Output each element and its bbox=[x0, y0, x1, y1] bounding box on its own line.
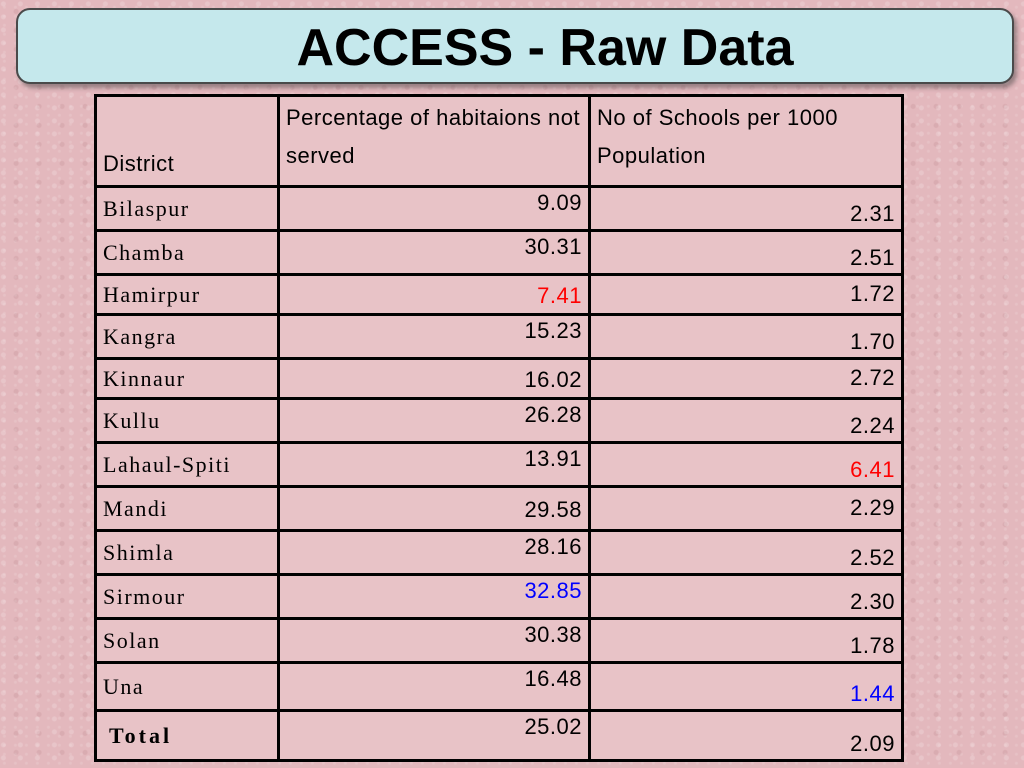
total-label: Total bbox=[94, 709, 280, 762]
header-district: District bbox=[94, 94, 280, 188]
table-row: Mandi 29.58 2.29 bbox=[94, 485, 904, 532]
percentage-cell-max: 32.85 bbox=[277, 573, 591, 620]
total-schools-cell: 2.09 bbox=[588, 709, 904, 762]
percentage-cell-min: 7.41 bbox=[277, 273, 591, 316]
schools-cell: 2.72 bbox=[588, 357, 904, 400]
header-schools-per-1000: No of Schools per 1000 Population bbox=[588, 94, 904, 188]
district-cell: Hamirpur bbox=[94, 273, 280, 316]
table-row: Bilaspur 9.09 2.31 bbox=[94, 185, 904, 232]
schools-cell: 1.78 bbox=[588, 617, 904, 664]
table-row: Kinnaur 16.02 2.72 bbox=[94, 357, 904, 400]
percentage-cell: 13.91 bbox=[277, 441, 591, 488]
schools-cell: 1.72 bbox=[588, 273, 904, 316]
percentage-cell: 29.58 bbox=[277, 485, 591, 532]
slide-title: ACCESS - Raw Data bbox=[296, 19, 794, 77]
schools-cell: 2.52 bbox=[588, 529, 904, 576]
percentage-cell: 30.38 bbox=[277, 617, 591, 664]
table-row: Shimla 28.16 2.52 bbox=[94, 529, 904, 576]
title-banner: ACCESS - Raw Data bbox=[16, 8, 1014, 84]
schools-cell: 2.30 bbox=[588, 573, 904, 620]
percentage-cell: 16.48 bbox=[277, 661, 591, 712]
table-total-row: Total 25.02 2.09 bbox=[94, 709, 904, 762]
table-row: Hamirpur 7.41 1.72 bbox=[94, 273, 904, 316]
percentage-cell: 30.31 bbox=[277, 229, 591, 276]
access-data-table: District Percentage of habitaions not se… bbox=[94, 94, 904, 762]
table-row: Sirmour 32.85 2.30 bbox=[94, 573, 904, 620]
percentage-cell: 26.28 bbox=[277, 397, 591, 444]
table-row: Una 16.48 1.44 bbox=[94, 661, 904, 712]
percentage-cell: 15.23 bbox=[277, 313, 591, 360]
district-cell: Kullu bbox=[94, 397, 280, 444]
schools-cell: 2.51 bbox=[588, 229, 904, 276]
district-cell: Kangra bbox=[94, 313, 280, 360]
percentage-cell: 9.09 bbox=[277, 185, 591, 232]
table-row: Kangra 15.23 1.70 bbox=[94, 313, 904, 360]
district-cell: Shimla bbox=[94, 529, 280, 576]
table-header-row: District Percentage of habitaions not se… bbox=[94, 94, 904, 188]
total-percentage-cell: 25.02 bbox=[277, 709, 591, 762]
table-row: Solan 30.38 1.78 bbox=[94, 617, 904, 664]
schools-cell: 1.70 bbox=[588, 313, 904, 360]
district-cell: Chamba bbox=[94, 229, 280, 276]
percentage-cell: 28.16 bbox=[277, 529, 591, 576]
district-cell: Mandi bbox=[94, 485, 280, 532]
schools-cell: 2.31 bbox=[588, 185, 904, 232]
schools-cell-max: 6.41 bbox=[588, 441, 904, 488]
district-cell: Sirmour bbox=[94, 573, 280, 620]
header-percentage-not-served: Percentage of habitaions not served bbox=[277, 94, 591, 188]
percentage-cell: 16.02 bbox=[277, 357, 591, 400]
district-cell: Lahaul-Spiti bbox=[94, 441, 280, 488]
district-cell: Una bbox=[94, 661, 280, 712]
district-cell: Kinnaur bbox=[94, 357, 280, 400]
schools-cell: 2.24 bbox=[588, 397, 904, 444]
district-cell: Bilaspur bbox=[94, 185, 280, 232]
table-row: Lahaul-Spiti 13.91 6.41 bbox=[94, 441, 904, 488]
schools-cell-min: 1.44 bbox=[588, 661, 904, 712]
district-cell: Solan bbox=[94, 617, 280, 664]
schools-cell: 2.29 bbox=[588, 485, 904, 532]
table-row: Kullu 26.28 2.24 bbox=[94, 397, 904, 444]
table-row: Chamba 30.31 2.51 bbox=[94, 229, 904, 276]
